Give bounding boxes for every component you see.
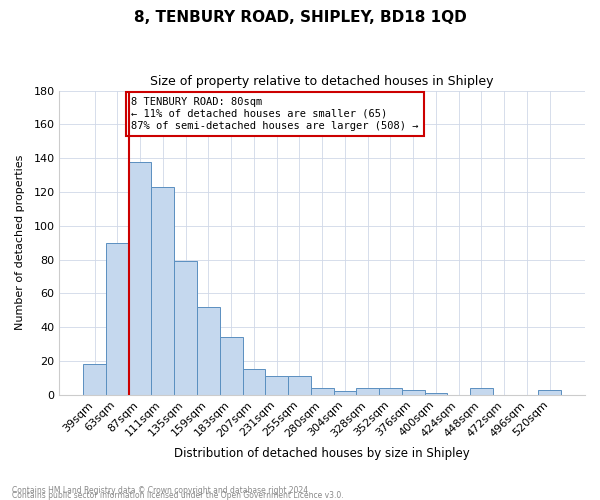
Bar: [425, 393, 448, 395]
Bar: [174, 262, 197, 395]
Title: Size of property relative to detached houses in Shipley: Size of property relative to detached ho…: [151, 75, 494, 88]
Bar: [356, 388, 379, 395]
X-axis label: Distribution of detached houses by size in Shipley: Distribution of detached houses by size …: [174, 447, 470, 460]
Bar: [288, 376, 311, 395]
Bar: [311, 388, 334, 395]
Bar: [538, 390, 561, 395]
Bar: [83, 364, 106, 395]
Text: Contains HM Land Registry data © Crown copyright and database right 2024.: Contains HM Land Registry data © Crown c…: [12, 486, 311, 495]
Text: 8, TENBURY ROAD, SHIPLEY, BD18 1QD: 8, TENBURY ROAD, SHIPLEY, BD18 1QD: [134, 10, 466, 25]
Bar: [334, 392, 356, 395]
Bar: [470, 388, 493, 395]
Bar: [402, 390, 425, 395]
Bar: [129, 162, 151, 395]
Bar: [197, 307, 220, 395]
Text: Contains public sector information licensed under the Open Government Licence v3: Contains public sector information licen…: [12, 491, 344, 500]
Text: 8 TENBURY ROAD: 80sqm
← 11% of detached houses are smaller (65)
87% of semi-deta: 8 TENBURY ROAD: 80sqm ← 11% of detached …: [131, 98, 419, 130]
Bar: [151, 187, 174, 395]
Y-axis label: Number of detached properties: Number of detached properties: [15, 155, 25, 330]
Bar: [220, 338, 242, 395]
Bar: [242, 370, 265, 395]
Bar: [106, 242, 129, 395]
Bar: [379, 388, 402, 395]
Bar: [265, 376, 288, 395]
